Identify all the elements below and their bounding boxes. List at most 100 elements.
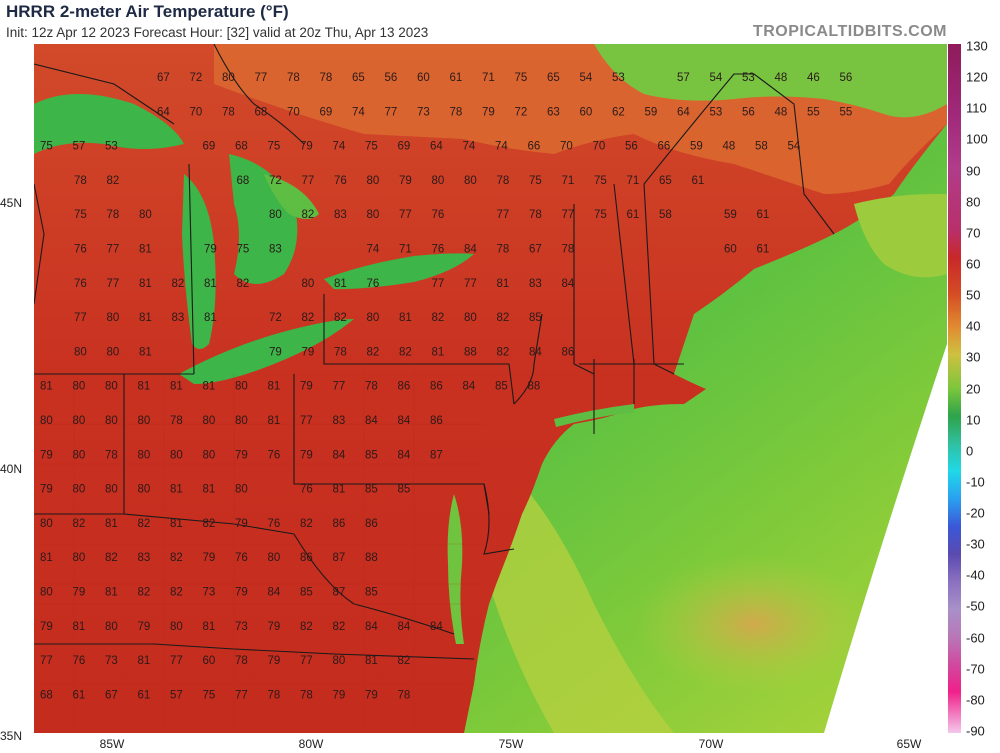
colorbar-tick-label: 120 — [966, 69, 988, 85]
lat-label-35n: 35N — [0, 729, 23, 743]
temperature-value: 66 — [528, 141, 541, 153]
temperature-value: 60 — [203, 655, 216, 667]
temperature-value: 80 — [269, 209, 282, 221]
temperature-value: 72 — [269, 312, 282, 324]
temperature-value: 77 — [107, 244, 120, 256]
temperature-value: 71 — [562, 175, 575, 187]
temperature-value: 82 — [172, 278, 185, 290]
temperature-value: 80 — [73, 415, 86, 427]
temperature-value: 75 — [594, 175, 607, 187]
colorbar-tick-label: 50 — [966, 287, 981, 303]
temperature-value: 82 — [333, 621, 346, 633]
colorbar-tick-label: 30 — [966, 349, 981, 365]
temperature-value: 81 — [432, 346, 445, 358]
temperature-value: 82 — [334, 312, 347, 324]
temperature-value: 80 — [235, 484, 248, 496]
temperature-value: 79 — [40, 621, 53, 633]
temperature-value: 80 — [107, 312, 120, 324]
temperature-value: 86 — [365, 518, 378, 530]
temperature-value: 71 — [627, 175, 640, 187]
lake-superior — [34, 94, 184, 154]
colorbar-tick-label: 10 — [966, 412, 981, 428]
temperature-value: 78 — [74, 175, 87, 187]
temperature-value: 72 — [269, 175, 282, 187]
temperature-value: 78 — [107, 209, 120, 221]
temperature-value: 76 — [432, 244, 445, 256]
temperature-value: 78 — [105, 449, 118, 461]
temperature-value: 77 — [562, 209, 575, 221]
temperature-value: 53 — [612, 72, 625, 84]
temperature-value: 73 — [235, 621, 248, 633]
temperature-value: 86 — [333, 518, 346, 530]
temperature-value: 56 — [840, 72, 853, 84]
temperature-value: 82 — [300, 518, 313, 530]
chesapeake-bay — [447, 494, 464, 644]
temperature-value: 79 — [300, 381, 313, 393]
county-lines — [34, 364, 484, 733]
temperature-value: 78 — [562, 244, 575, 256]
temperature-value: 80 — [235, 381, 248, 393]
temperature-value: 81 — [40, 381, 53, 393]
colorbar-tick-label: 110 — [966, 100, 987, 116]
warm-ocean-patch — [634, 554, 874, 694]
temperature-value: 85 — [495, 381, 508, 393]
temperature-value: 70 — [560, 141, 573, 153]
temperature-value: 84 — [464, 244, 477, 256]
colorbar-tick-label: -10 — [966, 474, 985, 490]
temperature-value: 83 — [172, 312, 185, 324]
temperature-value: 86 — [398, 381, 411, 393]
temperature-value: 71 — [399, 244, 412, 256]
temperature-value: 74 — [495, 141, 508, 153]
temperature-value: 80 — [40, 587, 53, 599]
temperature-value: 82 — [170, 552, 183, 564]
colorbar-tick-label: -50 — [966, 598, 985, 614]
temperature-value: 81 — [203, 381, 216, 393]
temperature-value: 85 — [398, 484, 411, 496]
temperature-value: 53 — [742, 72, 755, 84]
temperature-value: 75 — [74, 209, 87, 221]
temperature-value: 78 — [398, 689, 411, 701]
colorbar-tick-label: 80 — [966, 194, 981, 210]
temperature-value: 81 — [334, 278, 347, 290]
temperature-value: 80 — [73, 381, 86, 393]
temperature-value: 80 — [138, 484, 151, 496]
temperature-value: 55 — [807, 106, 820, 118]
temperature-value: 59 — [690, 141, 703, 153]
temperature-value: 63 — [547, 106, 560, 118]
temperature-value: 75 — [40, 141, 53, 153]
temperature-value: 77 — [464, 278, 477, 290]
temperature-value: 62 — [612, 106, 625, 118]
temperature-value: 72 — [515, 106, 528, 118]
temperature-value: 75 — [594, 209, 607, 221]
temperature-value: 74 — [333, 141, 346, 153]
lon-label-65w: 65W — [896, 737, 922, 751]
lake-ontario — [324, 253, 474, 290]
temperature-value: 79 — [333, 689, 346, 701]
temperature-value: 75 — [203, 689, 216, 701]
temperature-value: 70 — [190, 106, 203, 118]
colorbar-tick-label: 90 — [966, 163, 981, 179]
temperature-value: 61 — [692, 175, 705, 187]
temperature-value: 82 — [399, 346, 412, 358]
temperature-value: 80 — [138, 449, 151, 461]
temperature-value: 83 — [334, 209, 347, 221]
temperature-value: 84 — [398, 449, 411, 461]
temperature-value: 82 — [138, 518, 151, 530]
temperature-value: 69 — [398, 141, 411, 153]
temperature-value: 73 — [203, 587, 216, 599]
temperature-value: 81 — [170, 518, 183, 530]
colorbar-tick-label: -70 — [966, 661, 985, 677]
temperature-value: 77 — [170, 655, 183, 667]
temperature-value: 82 — [302, 209, 315, 221]
outside-domain — [824, 344, 947, 733]
temperature-value: 60 — [417, 72, 430, 84]
temperature-value: 80 — [73, 552, 86, 564]
temperature-value: 78 — [320, 72, 333, 84]
temperature-value: 64 — [430, 141, 443, 153]
temperature-value: 81 — [105, 518, 118, 530]
temperature-value: 80 — [170, 449, 183, 461]
temperature-value: 61 — [450, 72, 463, 84]
temperature-value: 87 — [430, 449, 443, 461]
temperature-value: 61 — [73, 689, 86, 701]
temperature-value: 56 — [625, 141, 638, 153]
